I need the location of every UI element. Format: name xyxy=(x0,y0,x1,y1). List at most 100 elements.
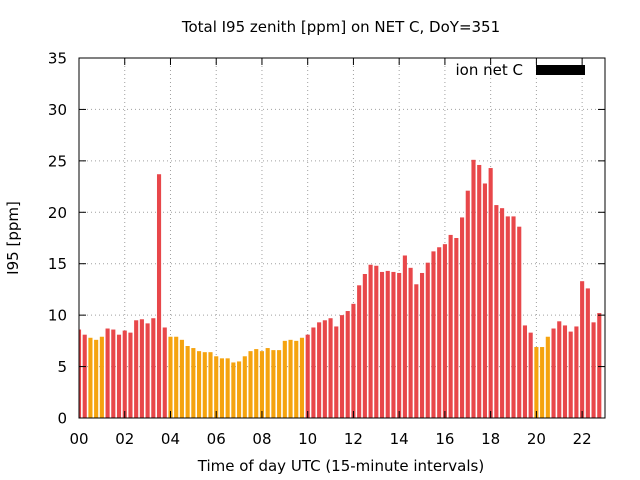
bar xyxy=(311,327,316,418)
legend-swatch xyxy=(536,65,585,75)
x-tick-label: 16 xyxy=(435,430,454,448)
bar xyxy=(545,336,550,418)
bar xyxy=(242,356,247,418)
bar xyxy=(339,315,345,418)
bar xyxy=(191,348,196,418)
x-tick-label: 02 xyxy=(115,430,134,448)
bar xyxy=(322,320,327,418)
bar xyxy=(391,271,396,418)
bar xyxy=(414,284,419,418)
bar xyxy=(585,288,590,418)
bar xyxy=(500,208,505,418)
x-axis-label: Time of day UTC (15-minute intervals) xyxy=(197,457,484,475)
bar xyxy=(82,334,87,418)
bar xyxy=(99,336,104,418)
bar xyxy=(168,336,173,418)
bar xyxy=(408,267,413,418)
bar xyxy=(254,349,259,418)
bar xyxy=(494,205,499,418)
chart-title: Total I95 zenith [ppm] on NET C, DoY=351 xyxy=(181,18,500,36)
bar xyxy=(351,303,356,418)
y-tick-label: 35 xyxy=(48,50,67,68)
y-tick-label: 30 xyxy=(48,101,67,119)
bar xyxy=(431,251,436,418)
bar xyxy=(460,217,465,418)
bar xyxy=(219,358,224,418)
bar xyxy=(368,264,373,418)
bar xyxy=(345,311,350,418)
x-tick-label: 06 xyxy=(207,430,226,448)
x-tick-label: 10 xyxy=(298,430,317,448)
y-tick-label: 25 xyxy=(48,152,67,170)
bar xyxy=(488,168,493,418)
bar xyxy=(397,272,402,418)
bar xyxy=(522,325,528,418)
bar xyxy=(437,247,442,418)
bar xyxy=(551,328,556,418)
bar xyxy=(79,329,82,418)
legend-label: ion net C xyxy=(456,61,523,79)
x-tick-label: 08 xyxy=(252,430,271,448)
bar xyxy=(402,255,407,418)
bar xyxy=(105,328,110,418)
x-tick-label: 18 xyxy=(481,430,500,448)
bar xyxy=(139,319,144,418)
bar xyxy=(122,330,127,418)
plot-frame xyxy=(78,57,606,419)
bar xyxy=(511,216,516,418)
bars xyxy=(79,159,602,419)
bar xyxy=(202,352,207,418)
bar xyxy=(174,336,179,418)
bar xyxy=(477,164,482,418)
bar xyxy=(94,339,99,418)
bar xyxy=(357,285,362,418)
bar xyxy=(597,313,602,418)
x-tick-label: 20 xyxy=(527,430,546,448)
y-tick-label: 20 xyxy=(48,204,67,222)
bar xyxy=(162,327,167,418)
bar xyxy=(362,274,367,418)
bar xyxy=(534,347,539,418)
y-axis-label: I95 [ppm] xyxy=(4,201,22,275)
bar xyxy=(151,318,156,418)
x-tick-label: 12 xyxy=(344,430,363,448)
bar xyxy=(134,320,139,418)
bar xyxy=(385,270,390,418)
bar xyxy=(442,244,447,418)
bar xyxy=(328,318,333,418)
bar xyxy=(237,361,242,418)
bar xyxy=(299,337,305,418)
bar xyxy=(334,326,339,418)
x-tick-label: 22 xyxy=(573,430,592,448)
bar xyxy=(454,238,459,418)
bar xyxy=(517,226,522,418)
bar xyxy=(197,351,202,418)
bar xyxy=(591,322,596,418)
bar xyxy=(248,351,253,418)
y-axis-ticks: 0 5 10 15 20 25 30 35 xyxy=(48,50,605,428)
y-tick-label: 0 xyxy=(57,410,67,428)
bar xyxy=(288,339,293,418)
bar xyxy=(557,321,562,418)
bar xyxy=(574,326,579,418)
x-tick-label: 14 xyxy=(390,430,409,448)
bar xyxy=(282,340,287,418)
bar xyxy=(317,322,322,418)
bar xyxy=(471,159,476,419)
y-tick-label: 15 xyxy=(48,255,67,273)
x-tick-label: 04 xyxy=(161,430,180,448)
bar xyxy=(294,340,299,418)
bar xyxy=(231,362,236,418)
bar xyxy=(208,352,213,418)
y-tick-label: 10 xyxy=(48,307,67,325)
bar xyxy=(540,347,545,418)
bar xyxy=(568,331,573,418)
bar xyxy=(145,323,150,418)
bar xyxy=(425,262,430,418)
legend: ion net C xyxy=(456,61,585,79)
x-tick-label: 00 xyxy=(69,430,88,448)
bar xyxy=(185,346,190,418)
bar xyxy=(271,350,276,418)
bar xyxy=(379,271,385,418)
